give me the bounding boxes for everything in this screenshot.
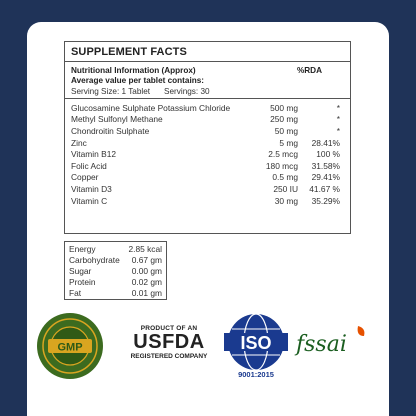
table-row: Methyl Sulfonyl Methane 250 mg * xyxy=(71,114,344,126)
nutrient-amount: 500 mg xyxy=(270,102,298,113)
rda-header: %RDA xyxy=(296,66,322,75)
nutrient-name: Methyl Sulfonyl Methane xyxy=(71,114,163,125)
nutrient-rda: 31.58% xyxy=(311,160,340,171)
usfda-main: USFDA xyxy=(133,331,205,353)
nutrient-amount: 2.5 mcg xyxy=(268,149,298,160)
facts-title: SUPPLEMENT FACTS xyxy=(65,42,350,62)
facts-header: Nutritional Information (Approx) Average… xyxy=(65,62,350,86)
list-item: Protein 0.02 gm xyxy=(69,276,162,287)
table-row: Folic Acid 180 mcg 31.58% xyxy=(71,160,344,172)
nutrient-rda: 29.41% xyxy=(311,172,340,183)
nutrient-rda: * xyxy=(336,125,340,136)
list-item: Energy 2.85 kcal xyxy=(69,244,162,255)
servings: Servings: 30 xyxy=(164,87,210,96)
nutrient-rda: 35.29% xyxy=(311,195,340,206)
iso-label: ISO xyxy=(240,333,271,353)
serving-info: Serving Size: 1 Tablet Servings: 30 xyxy=(65,86,350,99)
energy-value: 2.85 kcal xyxy=(128,244,162,255)
supplement-facts-panel: SUPPLEMENT FACTS Nutritional Information… xyxy=(64,41,351,234)
table-row: Vitamin B12 2.5 mcg 100 % xyxy=(71,148,344,160)
energy-name: Fat xyxy=(69,287,82,298)
energy-value: 0.01 gm xyxy=(131,287,162,298)
certification-logos: GMP PRODUCT OF AN USFDA REGISTERED COMPA… xyxy=(0,300,416,416)
table-row: Vitamin C 30 mg 35.29% xyxy=(71,195,344,207)
nutrient-name: Vitamin C xyxy=(71,195,108,206)
list-item: Carbohydrate 0.67 gm xyxy=(69,255,162,266)
fssai-logo: fssai xyxy=(296,332,347,357)
nutrient-name: Copper xyxy=(71,172,99,183)
usfda-bottom: REGISTERED COMPANY xyxy=(130,353,208,360)
usfda-top: PRODUCT OF AN xyxy=(140,325,198,332)
table-row: Copper 0.5 mg 29.41% xyxy=(71,172,344,184)
usfda-logo: PRODUCT OF AN USFDA REGISTERED COMPANY xyxy=(122,325,216,360)
energy-name: Sugar xyxy=(69,265,92,276)
info-line-2: Average value per tablet contains: xyxy=(71,76,205,85)
nutrient-amount: 250 IU xyxy=(273,183,298,194)
nutrient-amount: 250 mg xyxy=(270,114,298,125)
iso-globe-icon: ISO xyxy=(224,313,288,371)
nutrient-amount: 50 mg xyxy=(274,125,298,136)
nutrient-rda: 28.41% xyxy=(311,137,340,148)
nutrient-amount: 5 mg xyxy=(279,137,298,148)
nutrient-name: Chondroitin Sulphate xyxy=(71,125,150,136)
nutrient-rda: 100 % xyxy=(316,149,340,160)
serving-size: Serving Size: 1 Tablet xyxy=(71,87,151,96)
nutrient-name: Glucosamine Sulphate Potassium Chloride xyxy=(71,102,231,113)
nutrient-amount: 0.5 mg xyxy=(272,172,298,183)
energy-name: Energy xyxy=(69,244,96,255)
table-row: Chondroitin Sulphate 50 mg * xyxy=(71,125,344,137)
nutrient-amount: 30 mg xyxy=(274,195,298,206)
list-item: Sugar 0.00 gm xyxy=(69,266,162,277)
info-line-1: Nutritional Information (Approx) xyxy=(71,66,196,75)
iso-number: 9001:2015 xyxy=(238,370,274,379)
nutrient-rda: * xyxy=(336,114,340,125)
facts-rows: Glucosamine Sulphate Potassium Chloride 5… xyxy=(65,99,350,206)
nutrient-name: Vitamin D3 xyxy=(71,183,112,194)
gmp-label: GMP xyxy=(57,342,82,354)
gmp-seal-icon: GMP xyxy=(37,313,103,379)
energy-name: Carbohydrate xyxy=(69,255,120,266)
energy-value: 0.67 gm xyxy=(131,255,162,266)
nutrient-name: Folic Acid xyxy=(71,160,107,171)
energy-panel: Energy 2.85 kcal Carbohydrate 0.67 gm Suga… xyxy=(64,241,167,300)
nutrient-name: Zinc xyxy=(71,137,87,148)
energy-value: 0.02 gm xyxy=(131,276,162,287)
nutrient-rda: 41.67 % xyxy=(309,183,340,194)
fssai-leaf-icon xyxy=(357,326,365,336)
table-row: Glucosamine Sulphate Potassium Chloride 5… xyxy=(71,102,344,114)
nutrient-amount: 180 mcg xyxy=(265,160,298,171)
energy-name: Protein xyxy=(69,276,96,287)
energy-value: 0.00 gm xyxy=(131,265,162,276)
list-item: Fat 0.01 gm xyxy=(69,287,162,298)
nutrient-name: Vitamin B12 xyxy=(71,149,117,160)
table-row: Vitamin D3 250 IU 41.67 % xyxy=(71,183,344,195)
nutrient-rda: * xyxy=(336,102,340,113)
table-row: Zinc 5 mg 28.41% xyxy=(71,137,344,149)
